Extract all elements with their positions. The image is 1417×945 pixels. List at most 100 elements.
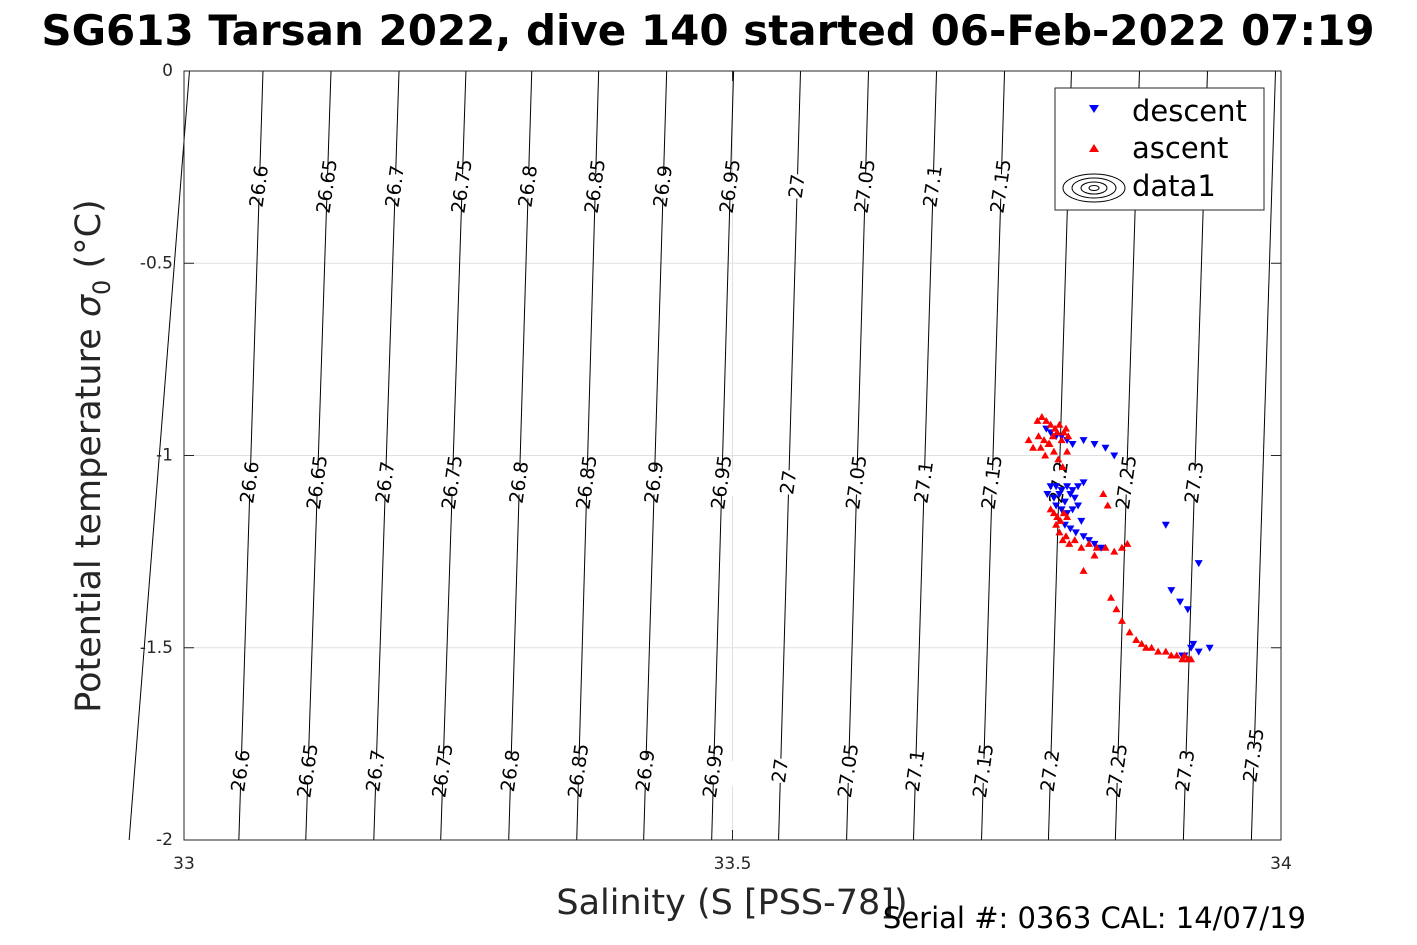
x-tick-label: 33.5	[714, 854, 752, 874]
descent-point	[1052, 483, 1061, 491]
density-contour-27.15	[981, 70, 1006, 841]
ascent-point	[1033, 416, 1042, 424]
ascent-point	[1037, 413, 1046, 421]
ascent-point	[1178, 655, 1187, 663]
density-contour-27.05	[846, 70, 870, 841]
ascent-point	[1052, 520, 1061, 528]
contour-label-bg	[1088, 755, 1147, 787]
contour-label-27: 27	[768, 757, 793, 784]
descent-point	[1066, 490, 1075, 498]
contour-label-bg	[229, 170, 289, 203]
ascent-point	[1057, 436, 1066, 444]
density-contour-27	[778, 70, 802, 841]
descent-point	[1074, 483, 1083, 491]
ascent-point	[1154, 647, 1163, 655]
ascent-point	[1147, 643, 1156, 651]
ascent-point	[1058, 536, 1067, 544]
density-contour-26.9	[643, 70, 668, 841]
contour-label-bg	[624, 466, 684, 499]
ascent-point	[1041, 451, 1050, 459]
ascent-point	[1054, 455, 1063, 463]
density-contour-27.35	[1250, 70, 1277, 841]
contour-label-bg	[413, 755, 473, 787]
contour-label-bg	[633, 170, 693, 203]
descent-point	[1077, 517, 1086, 525]
density-contour-26.95	[711, 70, 735, 841]
descent-point	[1055, 490, 1064, 498]
contour-label-bg	[751, 755, 810, 787]
descent-point	[1194, 648, 1203, 656]
contour-label-bg	[565, 170, 625, 203]
contour-label-bg	[278, 755, 338, 787]
descent-point	[1183, 606, 1192, 614]
ascent-point	[1187, 655, 1196, 663]
ascent-point	[1161, 647, 1170, 655]
descent-point	[1189, 640, 1198, 648]
serial-cal-footer: Serial #: 0363 CAL: 14/07/19	[883, 901, 1306, 935]
ascent-point	[1065, 539, 1074, 547]
descent-point	[1066, 525, 1075, 533]
contour-label-bg	[684, 755, 744, 787]
contour-label-bg	[557, 466, 617, 499]
descent-point	[1079, 479, 1088, 487]
density-contour-26.6	[238, 70, 264, 841]
ascent-point	[1034, 432, 1043, 440]
ascent-point	[1112, 605, 1121, 613]
contour-label-bg	[827, 466, 887, 499]
density-contour-26.75	[440, 70, 467, 841]
x-axis-label: Salinity (S [PSS-78])	[556, 883, 907, 923]
ascent-point	[1070, 536, 1079, 544]
descent-point	[1079, 533, 1088, 541]
descent-point	[1079, 437, 1088, 445]
descent-point	[1049, 494, 1058, 502]
ascent-point	[1092, 543, 1101, 551]
contour-label-bg	[498, 170, 558, 203]
contour-label-bg	[616, 755, 676, 787]
ascent-point	[1085, 539, 1094, 547]
density-contour-26.7	[373, 70, 400, 841]
descent-point	[1161, 521, 1170, 529]
descent-point	[1057, 487, 1066, 495]
contour-label-bg	[481, 755, 541, 787]
contour-label-bg	[490, 466, 549, 499]
descent-point	[1057, 506, 1066, 514]
axis-ticks: 33 33.5 34 -2 -1.5 -1 -0.5 0	[140, 61, 1292, 874]
density-contours	[128, 70, 1277, 841]
legend: descent ascent data1	[1054, 87, 1265, 211]
contour-label-bg	[356, 466, 415, 499]
descent-point	[1060, 498, 1069, 506]
descent-point	[1194, 560, 1203, 568]
contour-label-bg	[1156, 755, 1215, 787]
descent-point	[1074, 502, 1083, 510]
contour-label-bg	[894, 466, 954, 499]
density-contour-27.1	[913, 70, 938, 841]
y-axis-label: Potential temperature σ0 (°C)	[69, 199, 116, 712]
ascent-point	[1049, 509, 1058, 517]
ascent-point	[1117, 543, 1126, 551]
legend-ascent-marker	[1089, 144, 1099, 152]
y-tick-label: -2	[156, 830, 173, 850]
contour-label-bg	[432, 170, 492, 203]
ascent-point	[1132, 636, 1141, 644]
contour-label-bg	[971, 170, 1031, 203]
contour-label-bg	[767, 170, 827, 203]
ascent-point	[1167, 651, 1176, 659]
ascent-point	[1137, 639, 1146, 647]
ascent-point	[1180, 651, 1189, 659]
legend-descent-label: descent	[1132, 94, 1247, 128]
legend-data1-label: data1	[1132, 169, 1216, 203]
contour-label-bg	[700, 170, 760, 203]
density-contour-26.65	[305, 70, 332, 841]
y-tick-label: -1	[156, 446, 173, 466]
ascent-point	[1036, 443, 1045, 451]
contour-label-bg	[903, 170, 963, 203]
ascent-point	[1125, 628, 1134, 636]
ascent-point	[1063, 513, 1072, 521]
descent-point	[1167, 587, 1176, 595]
ascent-point	[1117, 616, 1126, 624]
ascent-point	[1055, 420, 1064, 428]
ascent-point	[1090, 551, 1099, 559]
contour-label-bg	[220, 466, 280, 499]
density-contour-26.55	[128, 70, 190, 841]
ascent-point	[1101, 543, 1110, 551]
